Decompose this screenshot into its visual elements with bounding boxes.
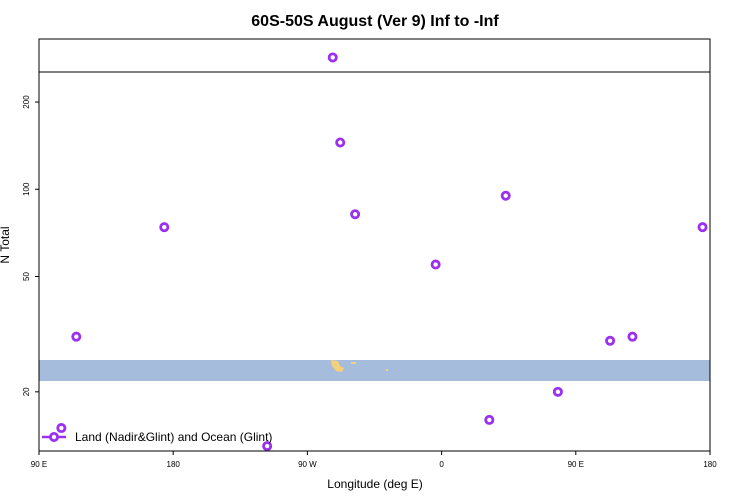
data-point — [327, 52, 338, 63]
data-point — [500, 190, 511, 201]
data-point — [697, 222, 708, 233]
data-point — [335, 137, 346, 148]
legend-marker-swatch — [49, 431, 60, 442]
legend-label: Land (Nadir&Glint) and Ocean (Glint) — [75, 430, 272, 444]
data-point — [71, 331, 82, 342]
land-patch — [331, 360, 344, 372]
plot-frame — [38, 38, 711, 452]
x-tick-label: 180 — [703, 460, 717, 469]
map-background — [39, 360, 710, 381]
y-axis: 20 50 100 200 — [22, 95, 39, 396]
y-tick-label: 100 — [22, 182, 31, 196]
x-axis-label: Longitude (deg E) — [327, 477, 422, 491]
y-tick-label: 200 — [22, 95, 31, 109]
x-tick-label: 180 — [167, 460, 181, 469]
land-patch — [351, 362, 356, 364]
legend: Land (Nadir&Glint) and Ocean (Glint) — [42, 430, 272, 444]
x-tick-label: 90 W — [298, 460, 317, 469]
data-point — [552, 386, 563, 397]
data-point — [484, 414, 495, 425]
x-tick-label: 90 E — [31, 460, 47, 469]
latitude-band — [39, 360, 710, 381]
data-point — [430, 259, 441, 270]
data-point — [605, 335, 616, 346]
x-tick-label: 90 E — [568, 460, 584, 469]
y-tick-label: 20 — [22, 387, 31, 396]
y-axis-label: N Total — [0, 226, 12, 263]
x-tick-label: 0 — [439, 460, 444, 469]
y-tick-label: 50 — [22, 272, 31, 281]
data-point — [350, 209, 361, 220]
data-point — [159, 222, 170, 233]
data-point — [262, 441, 273, 452]
data-layer — [56, 52, 708, 452]
data-point — [56, 423, 67, 434]
data-point — [627, 331, 638, 342]
x-axis: 90 E 180 90 W 0 90 E 180 — [31, 451, 717, 469]
chart-title: 60S-50S August (Ver 9) Inf to -Inf — [251, 13, 499, 30]
land-patch — [386, 369, 388, 371]
